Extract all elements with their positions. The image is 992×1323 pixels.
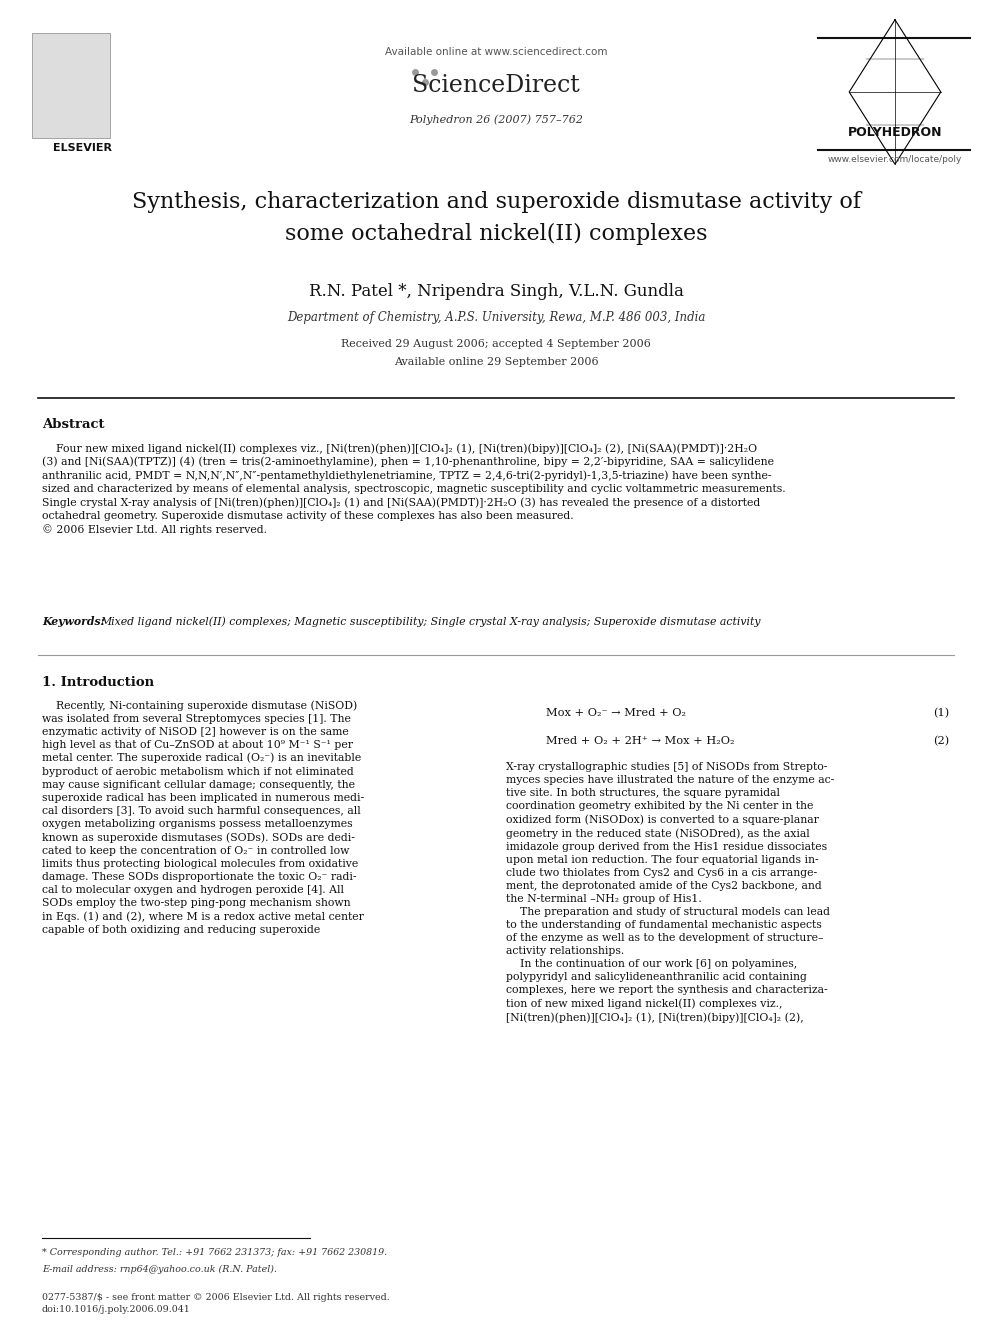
Text: Department of Chemistry, A.P.S. University, Rewa, M.P. 486 003, India: Department of Chemistry, A.P.S. Universi… (287, 311, 705, 324)
Text: X-ray crystallographic studies [5] of NiSODs from Strepto-
myces species have il: X-ray crystallographic studies [5] of Ni… (506, 762, 834, 1023)
Text: Synthesis, characterization and superoxide dismutase activity of
some octahedral: Synthesis, characterization and superoxi… (132, 191, 860, 245)
Text: ELSEVIER: ELSEVIER (53, 143, 111, 153)
Text: R.N. Patel *, Nripendra Singh, V.L.N. Gundla: R.N. Patel *, Nripendra Singh, V.L.N. Gu… (309, 283, 683, 300)
Text: * Corresponding author. Tel.: +91 7662 231373; fax: +91 7662 230819.: * Corresponding author. Tel.: +91 7662 2… (42, 1248, 387, 1257)
Text: (2): (2) (932, 736, 949, 746)
Text: Abstract: Abstract (42, 418, 104, 431)
Text: Available online at www.sciencedirect.com: Available online at www.sciencedirect.co… (385, 48, 607, 57)
Text: POLYHEDRON: POLYHEDRON (848, 127, 942, 139)
Text: (1): (1) (932, 708, 949, 718)
Bar (32, 33, 110, 138)
Text: Four new mixed ligand nickel(II) complexes viz., [Ni(tren)(phen)][ClO₄]₂ (1), [N: Four new mixed ligand nickel(II) complex… (42, 443, 786, 536)
Text: E-mail address: rnp64@yahoo.co.uk (R.N. Patel).: E-mail address: rnp64@yahoo.co.uk (R.N. … (42, 1265, 277, 1274)
Text: 1. Introduction: 1. Introduction (42, 676, 154, 689)
Text: 0277-5387/$ - see front matter © 2006 Elsevier Ltd. All rights reserved.
doi:10.: 0277-5387/$ - see front matter © 2006 El… (42, 1293, 390, 1314)
Text: Polyhedron 26 (2007) 757–762: Polyhedron 26 (2007) 757–762 (409, 115, 583, 126)
Text: ScienceDirect: ScienceDirect (412, 74, 580, 97)
Text: www.elsevier.com/locate/poly: www.elsevier.com/locate/poly (827, 156, 962, 164)
Text: Mixed ligand nickel(II) complexes; Magnetic susceptibility; Single crystal X-ray: Mixed ligand nickel(II) complexes; Magne… (100, 617, 761, 627)
Text: Mox + O₂⁻ → Mred + O₂: Mox + O₂⁻ → Mred + O₂ (546, 708, 685, 718)
Text: Available online 29 September 2006: Available online 29 September 2006 (394, 357, 598, 366)
Text: Recently, Ni-containing superoxide dismutase (NiSOD)
was isolated from several S: Recently, Ni-containing superoxide dismu… (42, 700, 364, 934)
Text: Received 29 August 2006; accepted 4 September 2006: Received 29 August 2006; accepted 4 Sept… (341, 339, 651, 349)
Text: Mred + O₂ + 2H⁺ → Mox + H₂O₂: Mred + O₂ + 2H⁺ → Mox + H₂O₂ (546, 736, 734, 746)
Text: Keywords:: Keywords: (42, 617, 104, 627)
